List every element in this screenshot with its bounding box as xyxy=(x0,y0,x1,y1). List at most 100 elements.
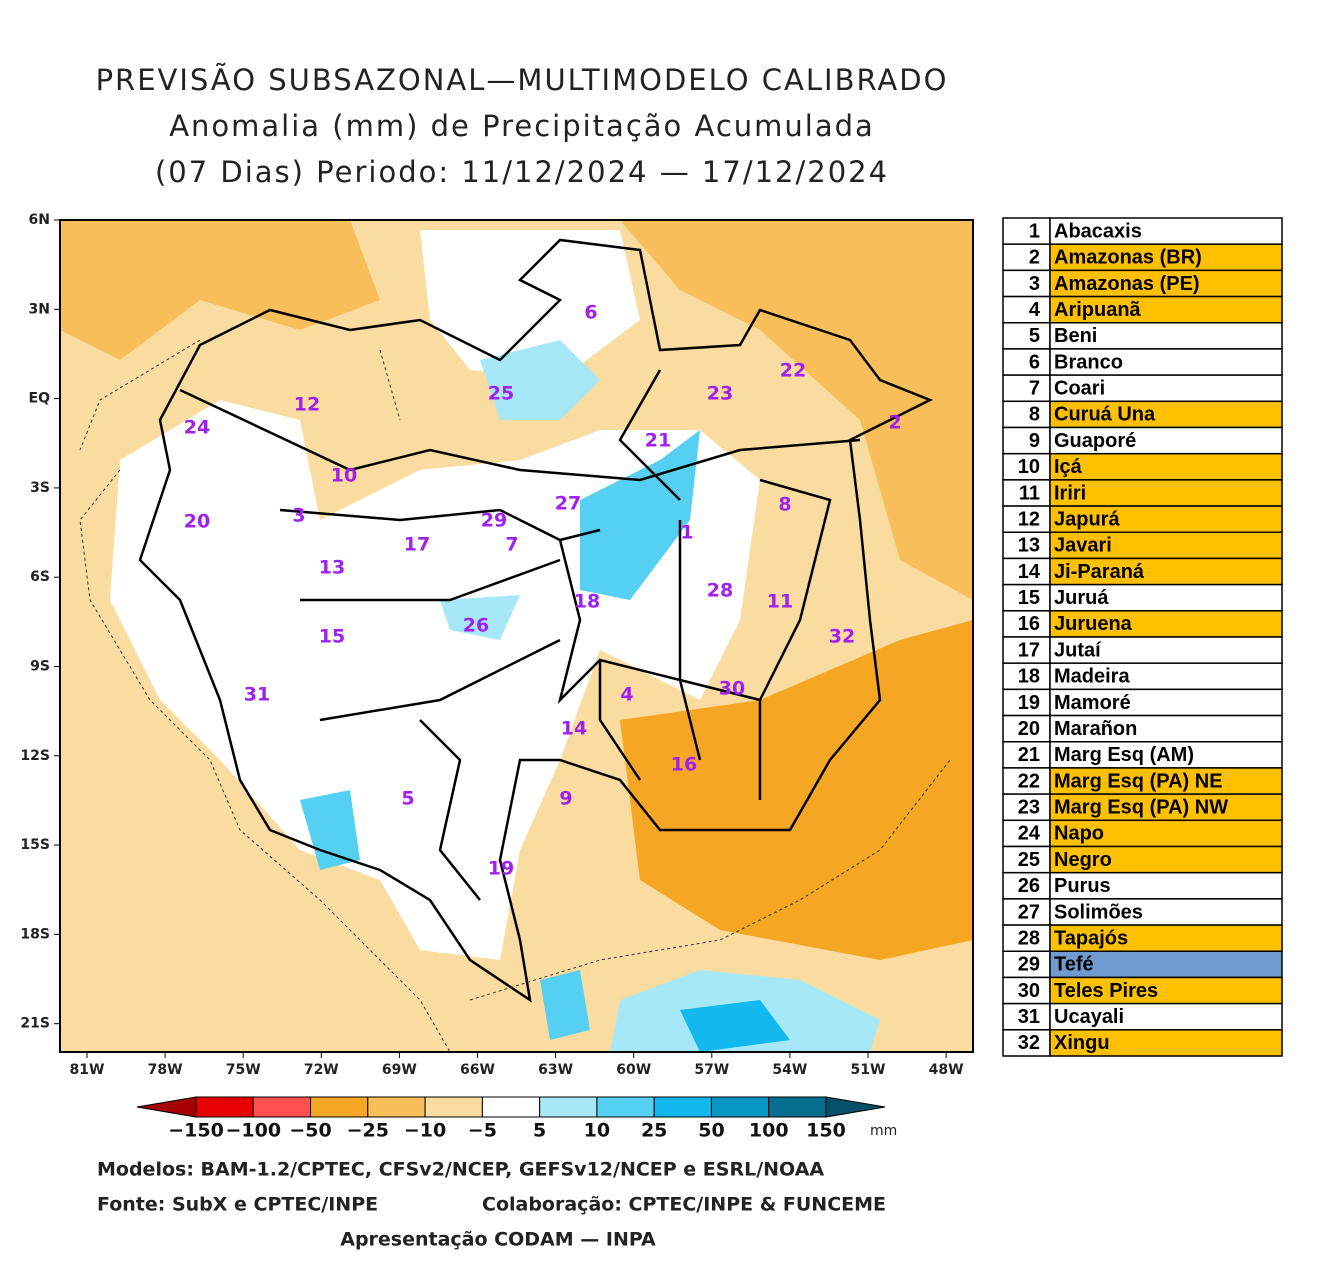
number-cell xyxy=(1002,1002,1051,1031)
colorbar-label: 5 xyxy=(533,1120,546,1142)
basin-label: 27 xyxy=(555,493,581,515)
basin-label: 17 xyxy=(404,534,430,556)
name-cell xyxy=(1049,1029,1283,1057)
basin-number: 16 xyxy=(1018,613,1040,635)
basin-label: 20 xyxy=(184,511,210,533)
basin-label: 2 xyxy=(888,412,901,434)
lat-label: 3S xyxy=(30,480,50,496)
colorbar-label: −100 xyxy=(225,1120,281,1142)
name-cell xyxy=(1049,479,1283,507)
colorbar-box xyxy=(252,1096,312,1118)
basin-name: Madeira xyxy=(1054,666,1130,688)
basin-name: Beni xyxy=(1054,325,1097,347)
anomaly-patch xyxy=(620,620,973,960)
name-cell xyxy=(1049,924,1283,952)
lat-label: 6S xyxy=(30,569,50,585)
lon-label: 60W xyxy=(616,1062,651,1078)
basin-number: 9 xyxy=(1029,430,1040,452)
name-cell xyxy=(1049,531,1283,560)
basin-label: 3 xyxy=(292,505,305,527)
basin-label: 24 xyxy=(184,417,210,439)
basin-label: 29 xyxy=(481,510,507,532)
basin-label: 15 xyxy=(319,626,345,648)
positive-anomaly xyxy=(300,790,360,870)
lat-label: 18S xyxy=(20,926,50,942)
colorbar-arrow xyxy=(825,1096,886,1118)
name-cell xyxy=(1049,871,1283,900)
basin-label: 12 xyxy=(294,394,320,416)
basin-label: 28 xyxy=(707,580,733,602)
number-cell xyxy=(1002,557,1051,586)
lat-label: 9S xyxy=(30,659,50,675)
basin-name: Teles Pires xyxy=(1054,980,1158,1002)
positive-anomaly xyxy=(480,340,600,420)
basin-label: 21 xyxy=(645,430,671,452)
basin-number: 32 xyxy=(1018,1032,1040,1054)
number-cell xyxy=(1002,426,1051,455)
basin-label: 13 xyxy=(319,557,345,579)
basin-label: 16 xyxy=(671,754,697,776)
basin-label: 8 xyxy=(778,494,791,516)
basin-number: 10 xyxy=(1018,456,1040,478)
basin-label: 10 xyxy=(331,465,357,487)
basin-label: 9 xyxy=(559,788,572,810)
basin-name: Xingu xyxy=(1054,1032,1110,1054)
basin-number: 30 xyxy=(1018,980,1040,1002)
basin-name: Mamoré xyxy=(1054,692,1131,714)
number-cell xyxy=(1002,243,1051,272)
basin-outline xyxy=(138,238,934,1003)
lon-label: 78W xyxy=(148,1062,183,1078)
colorbar-box xyxy=(710,1096,770,1118)
colorbar-box xyxy=(424,1096,483,1118)
basin-number: 7 xyxy=(1029,378,1040,400)
basin-number: 17 xyxy=(1018,639,1040,661)
name-cell xyxy=(1049,295,1283,324)
colorbar-box xyxy=(195,1096,254,1118)
basin-name: Tapajós xyxy=(1054,927,1128,949)
basin-number: 11 xyxy=(1019,482,1040,504)
basin-label: 7 xyxy=(505,534,518,556)
basin-name: Marg Esq (PA) NW xyxy=(1054,797,1228,819)
name-cell xyxy=(1049,269,1283,298)
basin-label: 19 xyxy=(488,858,514,880)
basin-number: 6 xyxy=(1029,351,1040,373)
basin-name: Japurá xyxy=(1054,508,1120,530)
colorbar-label: −5 xyxy=(468,1120,497,1142)
lon-label: 72W xyxy=(304,1062,339,1078)
title-line: Anomalia (mm) de Precipitação Acumulada xyxy=(169,109,875,143)
name-cell xyxy=(1049,636,1283,664)
basin-name: Jutaí xyxy=(1054,639,1102,661)
basin-number: 3 xyxy=(1029,273,1040,295)
title-line: (07 Dias) Periodo: 11/12/2024 — 17/12/20… xyxy=(155,155,889,189)
basin-number: 13 xyxy=(1018,535,1040,557)
basin-number: 21 xyxy=(1018,744,1040,766)
map xyxy=(59,219,974,1053)
basin-name: Iriri xyxy=(1054,482,1086,504)
basin-label: 5 xyxy=(401,788,414,810)
number-cell xyxy=(1002,819,1051,848)
colorbar-box xyxy=(653,1096,712,1118)
number-cell xyxy=(1002,217,1051,245)
number-cell xyxy=(1002,400,1051,429)
footer-source: Fonte: SubX e CPTEC/INPE xyxy=(97,1194,378,1216)
basin-name: Purus xyxy=(1054,875,1111,897)
basin-number: 26 xyxy=(1018,875,1040,897)
positive-anomaly xyxy=(440,595,520,640)
map-frame xyxy=(59,219,974,1053)
colorbar-label: −50 xyxy=(289,1120,331,1142)
basin-number: 8 xyxy=(1029,404,1040,426)
positive-anomaly xyxy=(580,430,700,600)
lon-label: 75W xyxy=(226,1062,261,1078)
number-cell xyxy=(1002,269,1051,298)
basin-number: 1 xyxy=(1029,220,1040,242)
basin-number: 29 xyxy=(1018,954,1040,976)
lat-label: 3N xyxy=(29,301,50,317)
number-cell xyxy=(1002,295,1051,324)
number-cell xyxy=(1002,871,1051,900)
basin-number: 24 xyxy=(1018,823,1041,845)
basin-label: 23 xyxy=(707,383,733,405)
basin-label: 14 xyxy=(561,718,587,740)
lat-label: EQ xyxy=(29,391,51,407)
lon-label: 63W xyxy=(538,1062,573,1078)
basin-name: Juruena xyxy=(1054,613,1133,635)
